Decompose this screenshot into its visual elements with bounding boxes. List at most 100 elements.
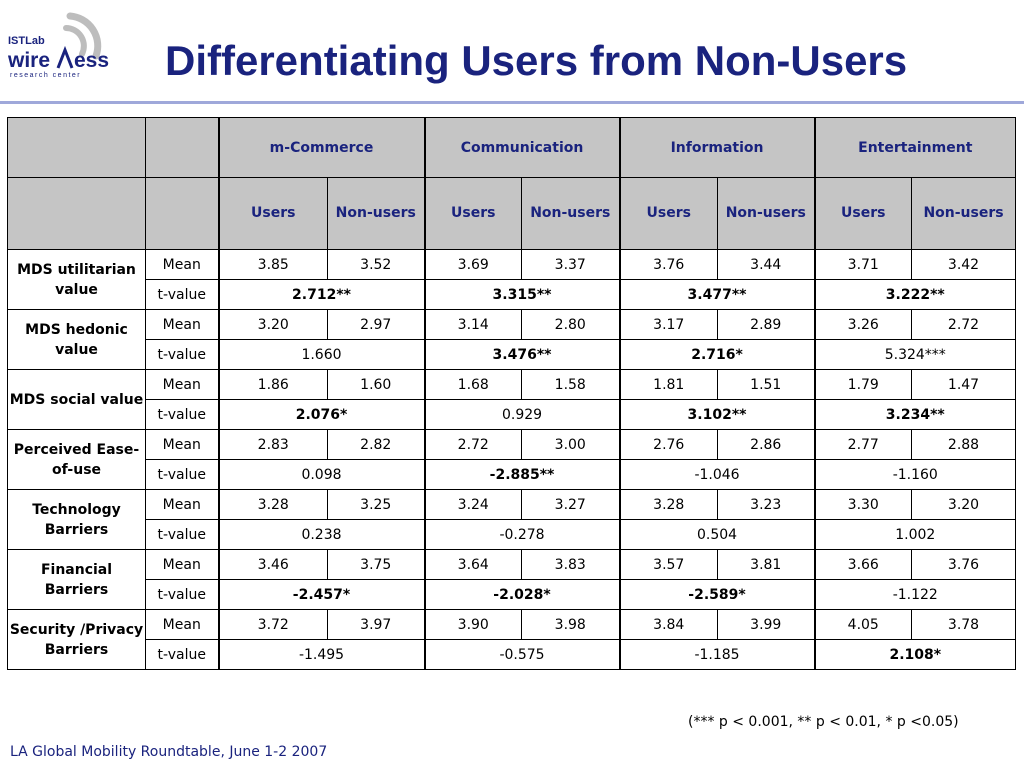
stat-label-mean: Mean bbox=[145, 609, 219, 640]
mean-cell: 3.25 bbox=[326, 489, 426, 520]
mean-cell: 4.05 bbox=[813, 609, 913, 640]
mean-cell: 2.80 bbox=[521, 309, 621, 340]
stat-label-mean: Mean bbox=[145, 309, 219, 340]
table-row-tvalue: t-value -1.495 -0.575 -1.185 2.108* bbox=[8, 639, 1017, 670]
category-label: MDS hedonic value bbox=[7, 309, 146, 370]
tvalue-cell: 3.102** bbox=[618, 399, 816, 430]
mean-cell: 3.76 bbox=[618, 249, 719, 280]
tvalue-cell: -2.885** bbox=[423, 459, 621, 490]
subheader-non-users: Non-users bbox=[326, 177, 426, 250]
tvalue-cell: -2.028* bbox=[423, 579, 621, 610]
header-empty-cell bbox=[145, 117, 219, 178]
mean-cell: 2.72 bbox=[423, 429, 523, 460]
mean-cell: 3.44 bbox=[717, 249, 816, 280]
mean-cell: 3.24 bbox=[423, 489, 523, 520]
svg-text:ISTLab: ISTLab bbox=[8, 35, 45, 47]
tvalue-cell: 2.076* bbox=[217, 399, 426, 430]
tvalue-cell: 0.504 bbox=[618, 519, 816, 550]
mean-cell: 3.57 bbox=[618, 549, 719, 580]
header-empty-cell bbox=[7, 117, 146, 178]
stat-label-mean: Mean bbox=[145, 429, 219, 460]
subheader-non-users: Non-users bbox=[911, 177, 1017, 250]
group-header: Communication bbox=[423, 117, 621, 178]
mean-cell: 3.85 bbox=[217, 249, 328, 280]
tvalue-cell: -2.457* bbox=[217, 579, 426, 610]
tvalue-cell: 3.477** bbox=[618, 279, 816, 310]
tvalue-cell: -1.185 bbox=[618, 639, 816, 670]
category-label: MDS social value bbox=[7, 369, 146, 430]
table-row-tvalue: t-value 2.712** 3.315** 3.477** 3.222** bbox=[8, 279, 1017, 310]
subheader-users: Users bbox=[813, 177, 913, 250]
tvalue-cell: 3.234** bbox=[813, 399, 1017, 430]
svg-text:ess: ess bbox=[74, 49, 109, 72]
svg-text:research center: research center bbox=[10, 72, 81, 79]
table-row-mean: MDS hedonic value Mean 3.20 2.97 3.14 2.80 3.1… bbox=[7, 309, 1017, 370]
header-row-groups: m-Commerce Communication Information Entert… bbox=[7, 117, 1017, 178]
mean-cell: 3.83 bbox=[521, 549, 621, 580]
mean-cell: 2.88 bbox=[911, 429, 1017, 460]
mean-cell: 3.97 bbox=[326, 609, 426, 640]
stat-label-tvalue: t-value bbox=[145, 639, 219, 670]
mean-cell: 3.26 bbox=[813, 309, 913, 340]
tvalue-cell: -1.122 bbox=[813, 579, 1017, 610]
mean-cell: 2.76 bbox=[618, 429, 719, 460]
mean-cell: 3.37 bbox=[521, 249, 621, 280]
group-header: Entertainment bbox=[813, 117, 1017, 178]
subheader-users: Users bbox=[217, 177, 328, 250]
mean-cell: 3.00 bbox=[521, 429, 621, 460]
tvalue-cell: -1.046 bbox=[618, 459, 816, 490]
table-row-mean: Technology Barriers Mean 3.28 3.25 3.24 3.27 3… bbox=[7, 489, 1017, 550]
stat-label-mean: Mean bbox=[145, 249, 219, 280]
slide-title: Differentiating Users from Non-Users bbox=[165, 37, 908, 84]
tvalue-cell: 5.324*** bbox=[813, 339, 1017, 370]
stat-label-tvalue: t-value bbox=[145, 459, 219, 490]
mean-cell: 3.20 bbox=[911, 489, 1017, 520]
mean-cell: 3.75 bbox=[326, 549, 426, 580]
mean-cell: 3.42 bbox=[911, 249, 1017, 280]
subheader-non-users: Non-users bbox=[521, 177, 621, 250]
mean-cell: 3.78 bbox=[911, 609, 1017, 640]
mean-cell: 3.90 bbox=[423, 609, 523, 640]
istlab-wireless-logo: ISTLab wire ess research center bbox=[7, 10, 113, 85]
group-header: m-Commerce bbox=[217, 117, 426, 178]
mean-cell: 2.82 bbox=[326, 429, 426, 460]
mean-cell: 3.28 bbox=[217, 489, 328, 520]
mean-cell: 3.28 bbox=[618, 489, 719, 520]
header-empty-cell bbox=[7, 177, 146, 250]
mean-cell: 2.72 bbox=[911, 309, 1017, 340]
mean-cell: 2.77 bbox=[813, 429, 913, 460]
mean-cell: 1.68 bbox=[423, 369, 523, 400]
mean-cell: 3.14 bbox=[423, 309, 523, 340]
tvalue-cell: 0.929 bbox=[423, 399, 621, 430]
header-empty-cell bbox=[145, 177, 219, 250]
mean-cell: 3.84 bbox=[618, 609, 719, 640]
mean-cell: 3.66 bbox=[813, 549, 913, 580]
category-label: Technology Barriers bbox=[7, 489, 146, 550]
table-row-tvalue: t-value -2.457* -2.028* -2.589* -1.122 bbox=[8, 579, 1017, 610]
stat-label-tvalue: t-value bbox=[145, 339, 219, 370]
category-label: MDS utilitarian value bbox=[7, 249, 146, 310]
tvalue-cell: 3.476** bbox=[423, 339, 621, 370]
significance-footnote: (*** p < 0.001, ** p < 0.01, * p <0.05) bbox=[688, 714, 959, 730]
mean-cell: 1.81 bbox=[618, 369, 719, 400]
mean-cell: 1.86 bbox=[217, 369, 328, 400]
tvalue-cell: -0.575 bbox=[423, 639, 621, 670]
mean-cell: 3.72 bbox=[217, 609, 328, 640]
svg-text:wire: wire bbox=[8, 49, 50, 72]
stat-label-mean: Mean bbox=[145, 489, 219, 520]
stat-label-tvalue: t-value bbox=[145, 579, 219, 610]
mean-cell: 3.27 bbox=[521, 489, 621, 520]
table-row-mean: Financial Barriers Mean 3.46 3.75 3.64 3.83 3.… bbox=[7, 549, 1017, 610]
subheader-non-users: Non-users bbox=[717, 177, 816, 250]
mean-cell: 3.64 bbox=[423, 549, 523, 580]
tvalue-cell: 2.712** bbox=[217, 279, 426, 310]
mean-cell: 1.51 bbox=[717, 369, 816, 400]
stat-label-tvalue: t-value bbox=[145, 519, 219, 550]
category-label: Financial Barriers bbox=[7, 549, 146, 610]
table-row-mean: MDS utilitarian value Mean 3.85 3.52 3.69 3.3… bbox=[7, 249, 1017, 310]
table-row-mean: MDS social value Mean 1.86 1.60 1.68 1.58 1.81… bbox=[7, 369, 1017, 430]
mean-cell: 3.52 bbox=[326, 249, 426, 280]
mean-cell: 2.97 bbox=[326, 309, 426, 340]
tvalue-cell: 3.315** bbox=[423, 279, 621, 310]
table-row-mean: Perceived Ease-of-use Mean 2.83 2.82 2.72 3.0… bbox=[7, 429, 1017, 490]
